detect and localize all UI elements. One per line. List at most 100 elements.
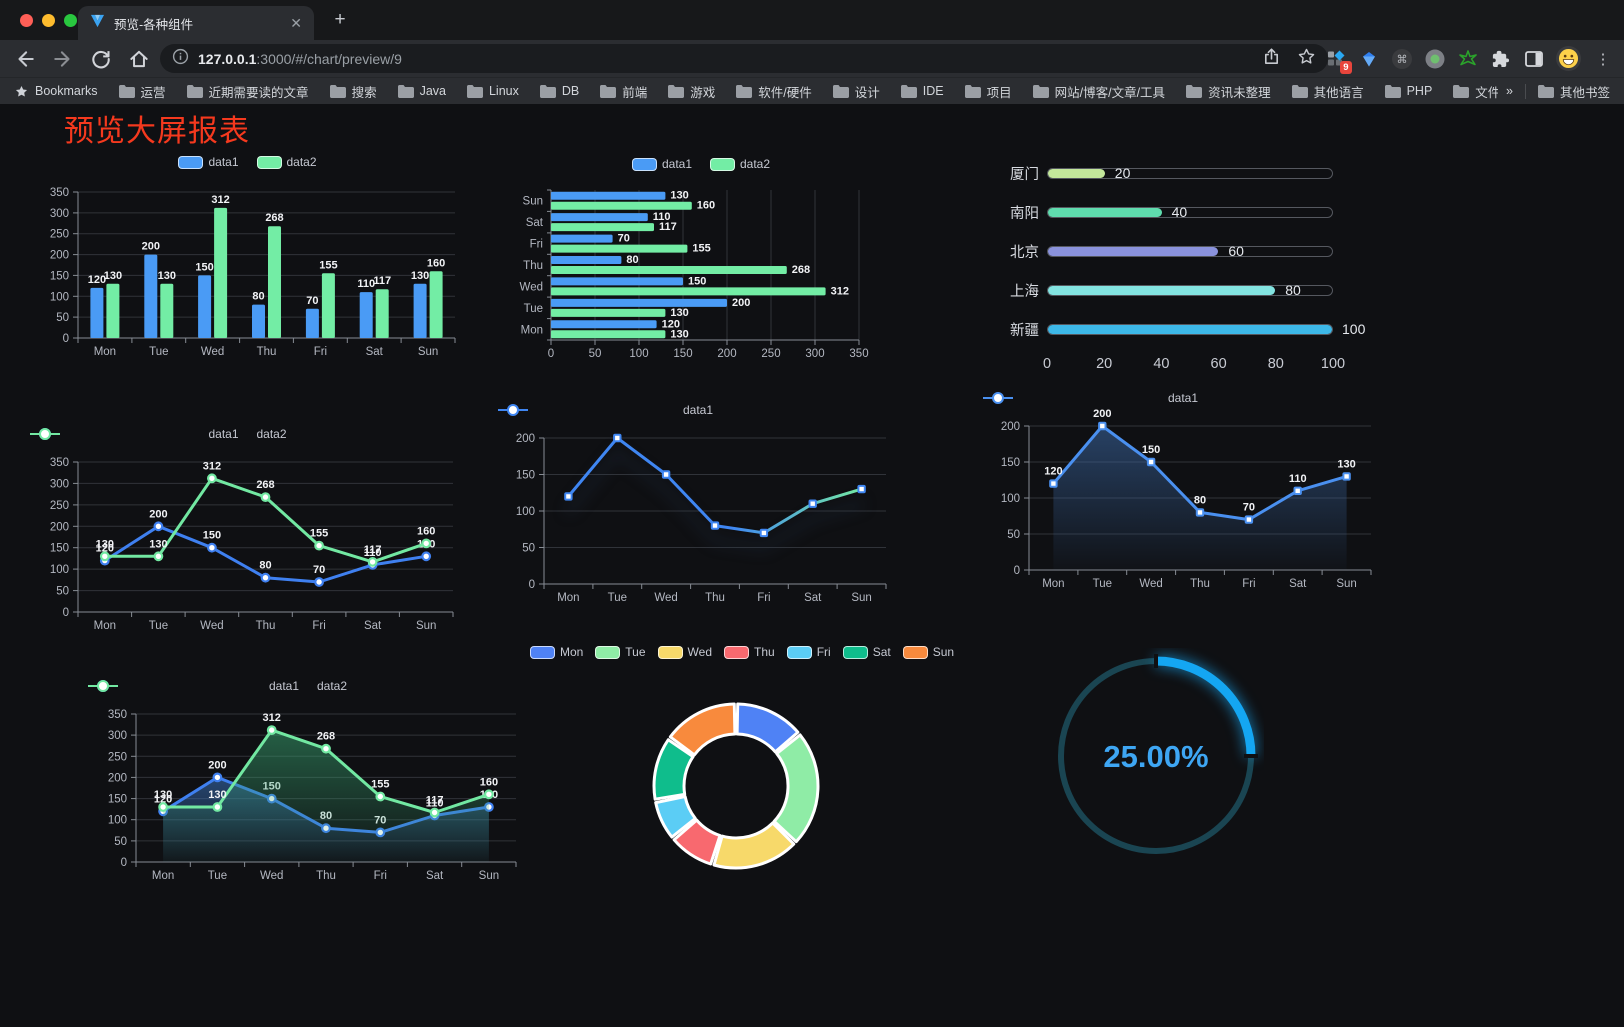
- svg-text:150: 150: [50, 270, 69, 282]
- minimize-window-button[interactable]: [42, 14, 55, 27]
- svg-text:268: 268: [256, 479, 274, 491]
- legend-item-data1[interactable]: data1: [498, 403, 713, 417]
- star-icon: [15, 85, 28, 97]
- bar: [305, 308, 319, 338]
- legend-item-Mon[interactable]: Mon: [529, 645, 583, 659]
- bookmark-item[interactable]: 近期需要读的文章: [186, 82, 309, 101]
- record-extension-icon[interactable]: [1424, 48, 1446, 70]
- donut-slice-Mon[interactable]: [735, 702, 800, 754]
- bookmark-item[interactable]: DB: [539, 84, 579, 98]
- bookmark-star-icon[interactable]: [1297, 47, 1316, 71]
- legend-item-data2[interactable]: data2: [710, 157, 770, 171]
- legend-item-data2[interactable]: data2: [88, 679, 347, 693]
- legend-item-Sun[interactable]: Sun: [902, 645, 954, 659]
- legend-item-Tue[interactable]: Tue: [595, 645, 646, 659]
- legend-item-data2[interactable]: data2: [256, 155, 317, 169]
- donut-slice-Wed[interactable]: [712, 821, 796, 870]
- svg-text:350: 350: [50, 457, 69, 469]
- bookmark-item[interactable]: Linux: [466, 84, 519, 98]
- folder-icon: [1186, 84, 1203, 98]
- donut-slice-Sun[interactable]: [668, 702, 737, 757]
- donut-slice-Tue[interactable]: [772, 733, 820, 844]
- tab-close-icon[interactable]: ✕: [290, 14, 302, 31]
- bar: [551, 308, 666, 317]
- bar: [551, 244, 688, 253]
- bookmark-item[interactable]: 文件服务器: [1453, 82, 1498, 101]
- bar: [551, 266, 787, 274]
- legend-item-data1[interactable]: data1: [983, 391, 1198, 405]
- svg-text:130: 130: [411, 270, 429, 282]
- command-extension-icon[interactable]: ⌘: [1391, 48, 1413, 70]
- svg-text:160: 160: [480, 776, 498, 788]
- svg-text:Sat: Sat: [364, 620, 382, 632]
- tab-favicon-icon: [90, 13, 105, 33]
- browser-tab[interactable]: 预览-各种组件 ✕: [78, 6, 314, 40]
- folder-icon: [186, 84, 203, 98]
- folder-icon: [1291, 84, 1308, 98]
- other-bookmarks[interactable]: 其他书签: [1537, 82, 1610, 101]
- close-window-button[interactable]: [20, 14, 33, 27]
- extensions-puzzle-icon[interactable]: [1490, 48, 1512, 70]
- bookmark-item[interactable]: 其他语言: [1291, 82, 1364, 101]
- legend-item-data1[interactable]: data1: [178, 155, 239, 169]
- browser-menu-icon[interactable]: ⋮: [1595, 50, 1611, 68]
- legend-item-data1[interactable]: data1: [30, 427, 239, 441]
- chart-legend: data1: [983, 391, 1383, 405]
- url-bar[interactable]: 127.0.0.1:3000/#/chart/preview/9: [160, 44, 1328, 73]
- bookmark-item[interactable]: 前端: [600, 82, 647, 101]
- legend-item-data1[interactable]: data1: [88, 679, 299, 693]
- legend-item-data2[interactable]: data2: [30, 427, 287, 441]
- bookmark-item[interactable]: 设计: [832, 82, 880, 101]
- back-button[interactable]: [14, 48, 36, 70]
- legend-item-Thu[interactable]: Thu: [724, 645, 775, 659]
- progress-value: 100: [1342, 321, 1366, 337]
- gradient-line-chart: data1 0 50 100 150 200 Mon Tue Wed Thu Fri Sat Sun: [498, 402, 898, 610]
- forward-button[interactable]: [52, 48, 74, 70]
- bar: [321, 273, 335, 338]
- legend-item-Fri[interactable]: Fri: [786, 645, 831, 659]
- profile-avatar[interactable]: [1556, 46, 1581, 71]
- bookmark-item[interactable]: 软件/硬件: [736, 82, 812, 101]
- home-button[interactable]: [128, 48, 150, 70]
- chart-legend: data1 data2: [30, 427, 465, 441]
- svg-text:130: 130: [670, 307, 688, 319]
- donut-slice-Sat[interactable]: [652, 738, 695, 801]
- site-info-icon[interactable]: [172, 48, 189, 70]
- side-panel-icon[interactable]: [1523, 48, 1545, 70]
- bookmark-item[interactable]: 项目: [964, 82, 1012, 101]
- progress-fill: [1048, 246, 1219, 256]
- svg-text:Fri: Fri: [312, 620, 325, 632]
- bookmark-item[interactable]: 网站/博客/文章/工具: [1032, 82, 1165, 101]
- svg-text:80: 80: [259, 560, 271, 572]
- green-star-extension-icon[interactable]: [1457, 48, 1479, 70]
- bar: [106, 283, 120, 338]
- bookmark-item[interactable]: 游戏: [668, 82, 715, 101]
- donut-slice-Fri[interactable]: [654, 795, 697, 839]
- new-tab-button[interactable]: +: [334, 9, 346, 30]
- bookmarks-manager[interactable]: Bookmarks: [14, 84, 98, 99]
- bookmark-item[interactable]: 运营: [118, 82, 166, 101]
- reload-button[interactable]: [90, 48, 112, 70]
- bar: [551, 201, 692, 210]
- bookmark-item[interactable]: IDE: [900, 84, 944, 98]
- folder-icon: [1032, 84, 1049, 98]
- share-icon[interactable]: [1262, 47, 1281, 71]
- bookmark-item[interactable]: 资讯未整理: [1186, 82, 1271, 101]
- legend-item-Sat[interactable]: Sat: [842, 645, 891, 659]
- svg-text:0: 0: [63, 607, 69, 619]
- svg-text:200: 200: [732, 297, 750, 309]
- zoom-window-button[interactable]: [64, 14, 77, 27]
- gem-extension-icon[interactable]: [1358, 48, 1380, 70]
- svg-text:Sat: Sat: [526, 217, 544, 229]
- bookmark-item[interactable]: Java: [397, 84, 446, 98]
- bookmarks-overflow-chevron[interactable]: »: [1506, 84, 1513, 98]
- legend-item-data1[interactable]: data1: [631, 157, 692, 171]
- donut-slice-Thu[interactable]: [672, 818, 722, 866]
- extension-grid-icon[interactable]: 9: [1325, 48, 1352, 74]
- svg-text:Tue: Tue: [208, 870, 227, 882]
- bookmark-item[interactable]: PHP: [1384, 84, 1432, 98]
- bookmark-item[interactable]: 搜索: [329, 82, 377, 101]
- svg-text:155: 155: [319, 259, 337, 271]
- legend-item-Wed[interactable]: Wed: [657, 645, 712, 659]
- bar: [551, 234, 613, 243]
